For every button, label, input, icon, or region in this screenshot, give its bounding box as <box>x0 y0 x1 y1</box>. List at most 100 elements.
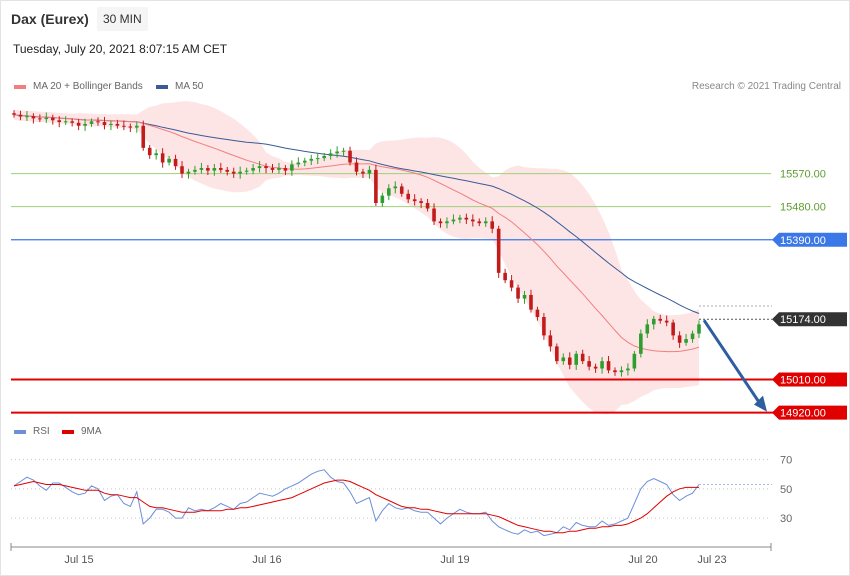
candle <box>593 366 598 369</box>
candle <box>328 153 333 156</box>
candle <box>419 201 423 203</box>
candle <box>464 217 469 220</box>
legend-label-rsi: RSI <box>33 426 50 437</box>
candle <box>483 221 488 224</box>
candle <box>509 280 514 288</box>
candle <box>626 368 630 371</box>
candle <box>380 195 385 203</box>
candle <box>290 164 294 171</box>
candle <box>425 202 430 209</box>
credit-text: Research © 2021 Trading Central <box>691 81 841 92</box>
candle <box>18 114 23 117</box>
candle <box>348 150 352 163</box>
candle <box>548 335 553 347</box>
candle <box>567 357 572 365</box>
candle <box>31 116 36 119</box>
candle <box>283 168 288 171</box>
candle <box>471 219 475 222</box>
candle <box>257 166 262 169</box>
candle <box>231 171 236 174</box>
candle <box>651 318 656 325</box>
timeframe-selector[interactable]: 30 MIN <box>97 7 148 31</box>
candle <box>490 221 495 229</box>
candle <box>393 186 398 189</box>
candle <box>690 333 695 340</box>
candle <box>399 186 404 194</box>
candle <box>270 168 275 170</box>
level-tag <box>772 312 847 327</box>
rsi-tick-label: 30 <box>780 513 792 525</box>
rsi-line <box>13 469 700 537</box>
candle <box>341 150 346 152</box>
candle <box>134 125 139 128</box>
candle <box>354 162 359 172</box>
candle <box>147 147 152 156</box>
candles <box>12 110 701 377</box>
candle <box>516 287 520 299</box>
candle <box>167 158 171 163</box>
legend-swatch-ma9 <box>62 429 74 434</box>
candle <box>432 208 436 222</box>
price-label: 15174.00 <box>780 314 826 326</box>
candle <box>96 121 100 123</box>
legend-ma20: MA 20 + Bollinger Bands <box>14 81 143 92</box>
candle <box>296 162 301 165</box>
candle <box>193 169 197 172</box>
candle <box>218 168 223 170</box>
legend-swatch-rsi <box>14 429 26 434</box>
candle <box>180 166 184 174</box>
candle <box>645 324 650 334</box>
legend-ma50: MA 50 <box>156 81 203 92</box>
candle <box>374 169 378 203</box>
candle <box>50 117 55 121</box>
candle <box>522 294 527 299</box>
candle <box>412 199 417 202</box>
candle <box>335 151 339 154</box>
level-label-support: 14920.00 <box>780 408 826 420</box>
candle <box>264 166 268 169</box>
forecast-arrow-head <box>754 395 767 412</box>
candle <box>580 353 585 362</box>
candle <box>238 171 242 174</box>
legend-label-ma50: MA 50 <box>175 81 204 92</box>
candle <box>639 333 643 354</box>
level-label-support: 15010.00 <box>780 375 826 387</box>
candle <box>303 160 307 163</box>
candle <box>438 221 443 224</box>
candle <box>445 221 449 224</box>
candle <box>322 155 326 159</box>
candle <box>44 117 49 120</box>
candle <box>89 121 94 124</box>
candle <box>458 217 462 220</box>
candle <box>542 317 546 336</box>
candle <box>677 335 682 343</box>
candle <box>664 320 669 323</box>
candle <box>387 188 391 196</box>
timestamp: Tuesday, July 20, 2021 8:07:15 AM CET <box>13 42 228 56</box>
forecast-arrow <box>702 319 762 405</box>
candle <box>199 168 204 170</box>
x-tick-label: Jul 23 <box>697 554 726 566</box>
candle <box>671 322 675 336</box>
candle <box>102 122 107 126</box>
bollinger-band <box>14 101 699 415</box>
candle <box>309 158 314 161</box>
candle <box>128 126 133 128</box>
candle <box>25 116 29 118</box>
legend-swatch-ma20 <box>14 84 26 89</box>
x-tick-label: Jul 20 <box>628 554 657 566</box>
candle <box>361 171 365 174</box>
candle <box>277 168 281 170</box>
x-tick-label: Jul 15 <box>64 554 93 566</box>
candle <box>535 309 540 318</box>
candle <box>109 123 113 126</box>
candle <box>697 324 701 334</box>
candle <box>406 193 410 200</box>
candle <box>206 168 210 171</box>
candle <box>529 294 533 310</box>
candle <box>496 228 501 273</box>
candle <box>70 121 74 123</box>
level-tag <box>772 372 847 387</box>
candle <box>658 318 663 321</box>
